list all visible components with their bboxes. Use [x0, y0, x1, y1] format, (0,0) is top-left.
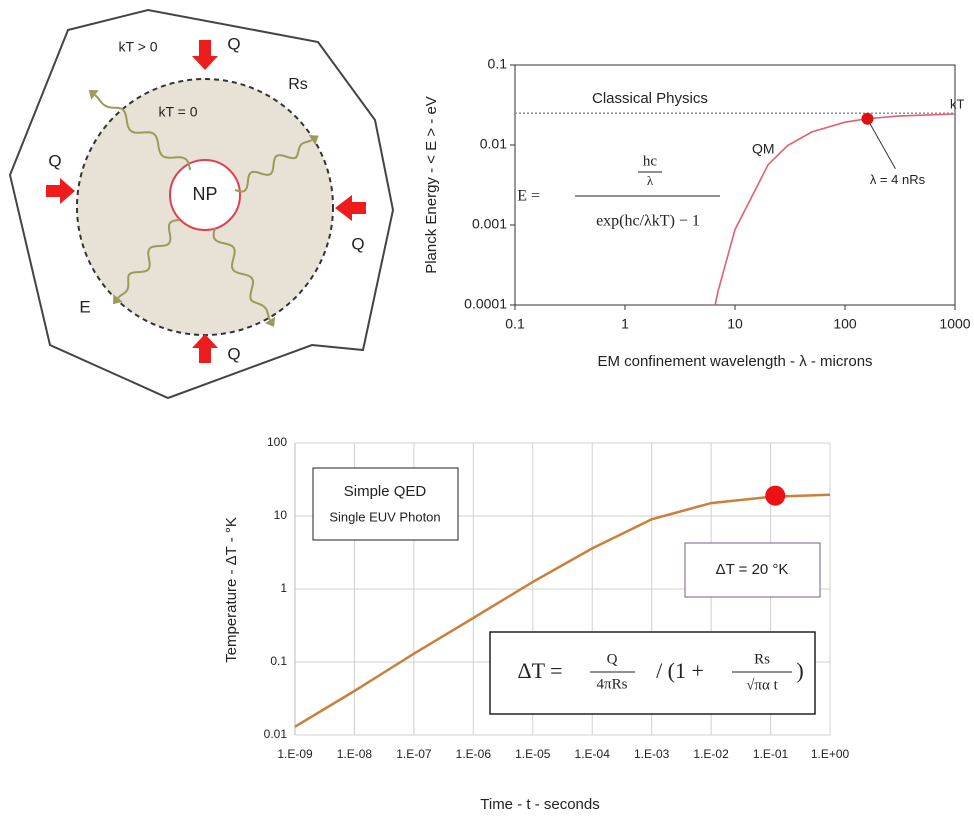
formula: Rs: [754, 651, 770, 667]
x-tick-label: 1.E-04: [575, 747, 611, 761]
y-tick-label: 1: [280, 581, 287, 595]
annotation: Single EUV Photon: [329, 509, 440, 524]
formula: λ: [647, 173, 654, 188]
y-axis-label: Temperature - ΔT - °K: [223, 517, 240, 663]
y-tick-label: 100: [267, 435, 287, 449]
label: kT = 0: [158, 104, 197, 120]
x-axis-label: Time - t - seconds: [480, 796, 599, 813]
formula: / (1 +: [656, 658, 704, 683]
label: Rs: [288, 76, 308, 93]
x-tick-label: 1.E-09: [277, 747, 313, 761]
page: kT > 0 Q Rs kT = 0 NP Q Q E Q 0.1 0.01 0.0…: [0, 0, 974, 818]
formula: ΔT =: [517, 658, 562, 683]
series-label: QM: [752, 141, 775, 157]
y-tick-label: 0.001: [472, 216, 507, 232]
y-tick-label: 0.0001: [464, 296, 507, 312]
x-tick-label: 1.E-08: [337, 747, 373, 761]
series-label: Classical Physics: [592, 90, 708, 107]
y-tick-label: 0.01: [480, 136, 507, 152]
annotation: ΔT = 20 °K: [716, 561, 789, 578]
x-tick-label: 1: [621, 316, 629, 332]
formula: Q: [607, 651, 618, 667]
label: Q: [227, 34, 240, 53]
x-tick-label: 1.E-07: [396, 747, 432, 761]
x-tick-label: 1.E+00: [811, 747, 850, 761]
label: Q: [48, 151, 61, 170]
x-tick-label: 1.E-03: [634, 747, 670, 761]
highlight-point: [861, 113, 873, 125]
formula: ): [796, 658, 803, 683]
x-axis-label: EM confinement wavelength - λ - microns: [597, 353, 872, 370]
y-tick-label: 0.1: [270, 654, 287, 668]
figure: kT > 0 Q Rs kT = 0 NP Q Q E Q 0.1 0.01 0.0…: [0, 0, 974, 818]
diagram: kT > 0 Q Rs kT = 0 NP Q Q E Q: [10, 10, 393, 398]
x-tick-label: 100: [833, 316, 857, 332]
pointer: [869, 123, 895, 169]
annotation: kT: [950, 96, 965, 111]
y-tick-label: 10: [274, 508, 288, 522]
highlight-point: [765, 486, 785, 506]
formula: hc: [643, 153, 658, 169]
formula: E =: [517, 188, 540, 205]
y-tick-label: 0.1: [488, 56, 508, 72]
x-tick-label: 10: [727, 316, 743, 332]
label: kT > 0: [118, 39, 157, 55]
x-tick-label: 0.1: [505, 316, 525, 332]
label: NP: [192, 184, 217, 204]
x-tick-label: 1.E-05: [515, 747, 551, 761]
formula: √πα t: [746, 677, 778, 693]
annotation: Simple QED: [344, 483, 427, 500]
formula: 4πRs: [597, 676, 628, 692]
x-tick-label: 1.E-06: [456, 747, 492, 761]
label: E: [79, 297, 90, 316]
x-tick-label: 1000: [939, 316, 970, 332]
highlight-label: λ = 4 nRs: [870, 172, 926, 187]
label: Q: [227, 344, 240, 363]
x-tick-label: 1.E-01: [753, 747, 789, 761]
label: Q: [351, 234, 364, 253]
y-axis-label: Planck Energy - < E > - eV: [423, 96, 440, 274]
x-tick-label: 1.E-02: [693, 747, 729, 761]
y-tick-label: 0.01: [264, 727, 288, 741]
formula: exp(hc/λkT) − 1: [596, 213, 700, 230]
text-box: [313, 468, 458, 540]
